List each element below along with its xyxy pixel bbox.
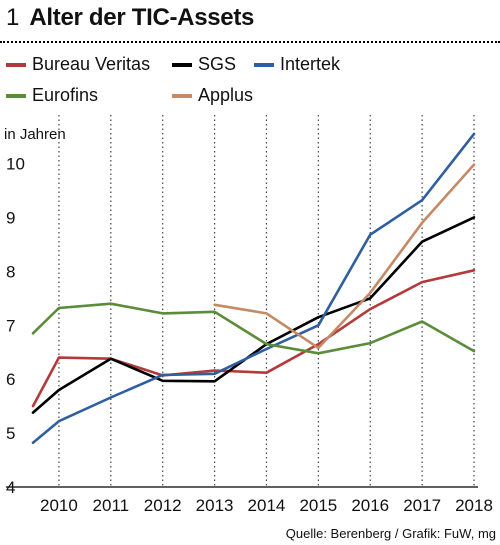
series-line-applus: [213, 163, 476, 350]
y-tick-label: 4: [6, 478, 15, 497]
chart-number: 1: [6, 4, 20, 31]
x-tick-label: 2013: [196, 496, 234, 515]
title-divider: [0, 41, 500, 43]
y-tick-label: 8: [6, 262, 15, 281]
y-tick-label: 5: [6, 424, 15, 443]
legend-label: Applus: [198, 85, 254, 105]
x-tick-label: 2010: [40, 496, 78, 515]
series-line-eurofins: [31, 302, 476, 355]
legend-item-bureau-veritas: Bureau Veritas: [6, 54, 150, 75]
legend-swatch: [172, 62, 192, 67]
legend-item-applus: Applus: [172, 85, 253, 106]
x-tick-label: 2015: [299, 496, 337, 515]
x-tick-label: 2016: [351, 496, 389, 515]
series-line-sgs: [31, 216, 476, 414]
y-tick-label: 10: [6, 155, 25, 174]
legend: Bureau Veritas SGS Intertek Eurofins App…: [0, 52, 500, 112]
legend-label: SGS: [198, 54, 237, 74]
series-line-intertek: [31, 132, 476, 445]
x-tick-label: 2018: [455, 496, 493, 515]
legend-label: Eurofins: [32, 85, 99, 105]
y-tick-label: 7: [6, 316, 15, 335]
legend-label: Bureau Veritas: [32, 54, 151, 74]
legend-item-sgs: SGS: [172, 54, 236, 75]
legend-item-intertek: Intertek: [254, 54, 340, 75]
legend-swatch: [6, 93, 26, 98]
series-line-bureau-veritas: [31, 269, 476, 408]
legend-swatch: [6, 62, 26, 67]
chart-title: Alter der TIC-Assets: [29, 4, 255, 31]
legend-swatch: [172, 93, 192, 98]
x-tick-label: 2012: [144, 496, 182, 515]
source-note: Quelle: Berenberg / Grafik: FuW, mg: [285, 526, 496, 541]
legend-label: Intertek: [280, 54, 341, 74]
y-tick-label: 6: [6, 370, 15, 389]
chart-title-row: 1 Alter der TIC-Assets: [6, 4, 254, 34]
x-tick-label: 2014: [248, 496, 286, 515]
x-tick-label: 2011: [93, 496, 130, 515]
y-axis-label: in Jahren: [4, 126, 66, 143]
legend-swatch: [254, 62, 274, 67]
x-tick-label: 2017: [403, 496, 441, 515]
y-tick-label: 9: [6, 208, 15, 227]
legend-item-eurofins: Eurofins: [6, 85, 98, 106]
